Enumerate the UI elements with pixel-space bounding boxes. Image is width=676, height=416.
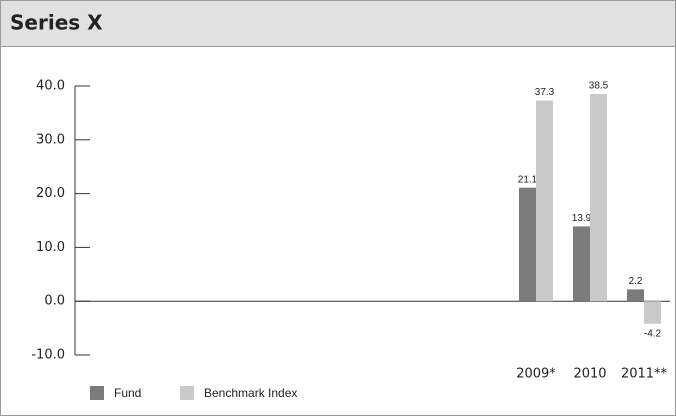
x-tick-label: 2011**	[621, 367, 668, 382]
x-tick-label: 2009*	[516, 367, 556, 382]
y-tick-label: 30.0	[36, 132, 65, 147]
y-tick-label: -10.0	[31, 348, 65, 363]
y-tick-label: 0.0	[44, 294, 65, 309]
legend-label: Fund	[114, 386, 141, 400]
y-tick-label: 10.0	[36, 240, 65, 255]
value-label: 13.9	[572, 213, 592, 224]
header	[0, 0, 676, 47]
value-label: -4.2	[644, 328, 662, 339]
value-label: 37.3	[535, 87, 555, 98]
legend-swatch	[90, 386, 104, 400]
value-label: 21.1	[518, 174, 538, 185]
y-tick-label: 40.0	[36, 79, 65, 94]
bar	[519, 187, 536, 302]
bar	[590, 94, 607, 302]
bar	[627, 289, 644, 302]
legend-label: Benchmark Index	[204, 386, 297, 400]
bar	[536, 100, 553, 302]
legend-swatch	[180, 386, 194, 400]
bar	[573, 226, 590, 302]
value-label: 38.5	[589, 81, 609, 92]
y-tick-label: 20.0	[36, 186, 65, 201]
bar	[644, 301, 661, 324]
x-tick-label: 2010	[573, 367, 606, 382]
chart-title: Series X	[10, 11, 103, 35]
value-label: 2.2	[629, 276, 643, 287]
